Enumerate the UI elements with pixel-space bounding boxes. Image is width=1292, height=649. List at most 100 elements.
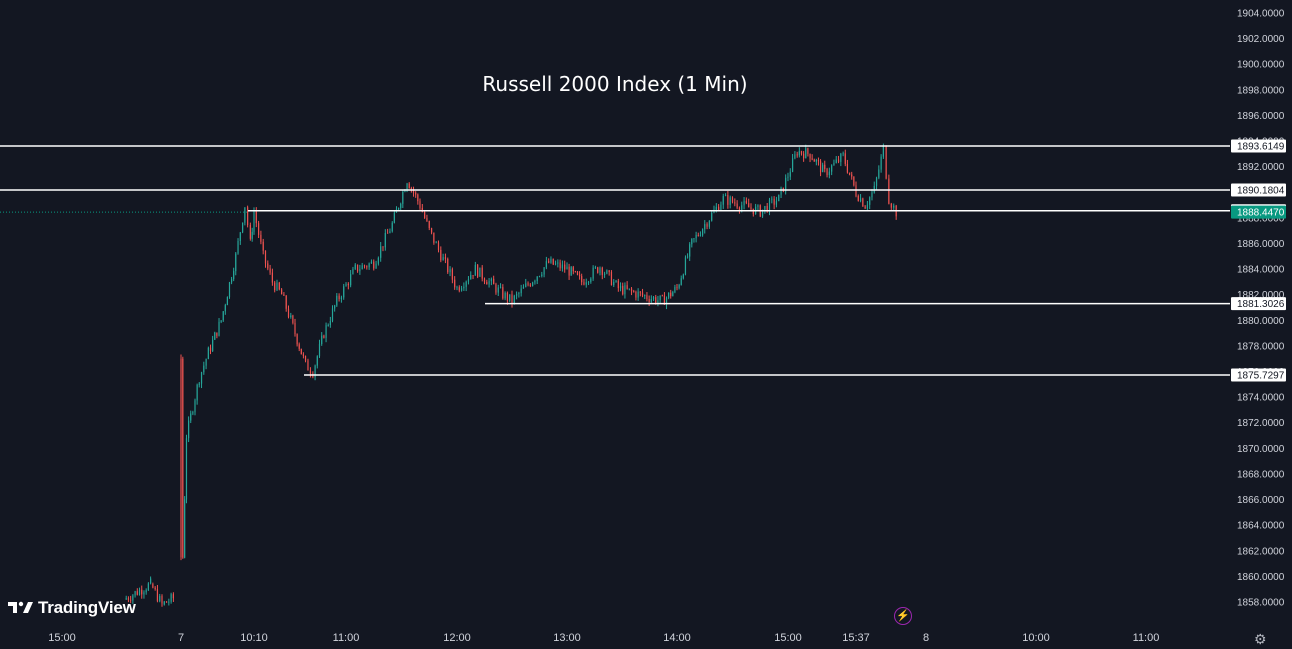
candle: [321, 332, 323, 346]
candle: [773, 196, 775, 210]
y-tick-label: 1896.0000: [1237, 111, 1285, 122]
lightning-icon[interactable]: ⚡: [894, 607, 912, 625]
candle: [419, 198, 421, 210]
candle: [309, 367, 312, 378]
candle: [890, 202, 892, 212]
candle: [138, 587, 141, 596]
candle: [391, 221, 393, 233]
candle: [127, 596, 130, 603]
candle: [340, 295, 343, 303]
candle: [543, 267, 545, 278]
candle: [864, 204, 866, 209]
candle: [336, 293, 338, 307]
candle: [506, 291, 509, 305]
x-tick-label: 10:00: [1022, 632, 1050, 644]
candle: [375, 260, 377, 269]
candle: [463, 282, 465, 292]
candle: [150, 576, 152, 585]
candle: [347, 282, 349, 290]
candle: [851, 171, 853, 180]
candle: [678, 283, 680, 290]
candle: [307, 358, 309, 371]
candle: [701, 228, 704, 237]
candle: [292, 314, 294, 325]
candle: [538, 275, 541, 278]
candle: [529, 283, 531, 288]
level-label-box: [1231, 139, 1286, 153]
candle: [822, 162, 824, 173]
candle: [552, 258, 554, 266]
candle: [817, 157, 820, 166]
candle: [724, 193, 727, 197]
candle: [752, 208, 754, 217]
y-tick-label: 1864.0000: [1237, 521, 1285, 532]
candle: [639, 291, 641, 297]
x-tick-label: 14:00: [663, 632, 691, 644]
level-label: 1881.3026: [1237, 299, 1285, 310]
tradingview-logo[interactable]: TradingView: [8, 598, 136, 618]
candle: [180, 354, 182, 561]
candle: [606, 269, 608, 275]
x-tick-label: 11:00: [1133, 632, 1160, 644]
candle: [274, 280, 276, 293]
candle: [695, 231, 697, 243]
candle: [680, 275, 682, 286]
candle: [527, 281, 529, 287]
candle: [727, 190, 729, 209]
candle: [440, 246, 442, 263]
y-tick-label: 1880.0000: [1237, 316, 1285, 327]
x-tick-label: 11:00: [333, 632, 360, 644]
y-tick-label: 1892.0000: [1237, 162, 1285, 173]
candle: [368, 262, 370, 270]
candle: [574, 270, 576, 273]
candle: [125, 595, 127, 600]
candle: [147, 582, 149, 591]
candle: [794, 151, 796, 160]
candle: [194, 398, 196, 416]
candle: [156, 584, 159, 603]
candle: [260, 230, 262, 245]
candle: [878, 165, 880, 180]
candle: [771, 196, 773, 204]
candle: [437, 240, 440, 253]
candle: [599, 266, 601, 276]
candle: [583, 278, 585, 286]
candle: [846, 159, 849, 174]
y-tick-label: 1902.0000: [1237, 34, 1285, 45]
candle: [262, 238, 264, 255]
candle: [633, 289, 635, 293]
candle: [302, 352, 305, 359]
candle: [428, 220, 430, 231]
candle: [329, 316, 331, 328]
level-label: 1875.7297: [1237, 370, 1285, 381]
candle: [499, 283, 502, 289]
y-tick-label: 1872.0000: [1237, 418, 1285, 429]
candle: [361, 262, 363, 270]
last-price-label: 1888.4470: [1237, 208, 1285, 219]
candle: [207, 346, 209, 360]
candle: [536, 276, 538, 285]
candle: [269, 264, 271, 275]
candle: [370, 259, 373, 264]
candle: [412, 186, 415, 197]
gear-icon[interactable]: ⚙: [1254, 631, 1267, 647]
y-tick-label: 1882.0000: [1237, 290, 1285, 301]
candle: [713, 205, 715, 214]
candle: [276, 279, 278, 291]
candle: [608, 270, 610, 276]
candle: [895, 204, 897, 220]
candle: [848, 172, 851, 176]
candle: [644, 294, 646, 300]
candle: [674, 284, 676, 294]
candle: [323, 334, 325, 339]
candle: [803, 151, 805, 162]
candle: [338, 293, 340, 302]
candle: [460, 285, 463, 292]
candle: [650, 295, 652, 304]
candle: [465, 280, 467, 292]
candle: [734, 198, 736, 207]
candle: [454, 276, 456, 290]
candle: [456, 285, 458, 291]
candle: [258, 220, 260, 238]
